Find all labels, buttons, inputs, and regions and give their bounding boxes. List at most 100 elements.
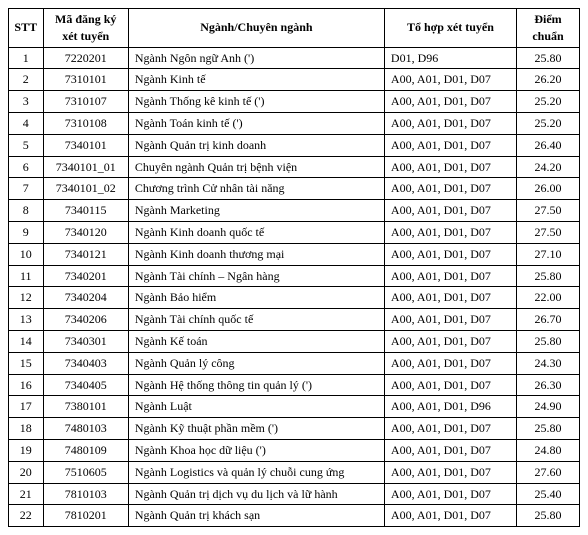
cell-code: 7380101 [43,396,128,418]
cell-score: 27.50 [516,200,579,222]
cell-name: Ngành Marketing [128,200,384,222]
cell-name: Ngành Kế toán [128,330,384,352]
header-score: Điểm chuẩn [516,9,579,48]
cell-score: 26.00 [516,178,579,200]
table-row: 227810201Ngành Quản trị khách sạnA00, A0… [9,505,580,527]
table-row: 137340206Ngành Tài chính quốc tếA00, A01… [9,309,580,331]
cell-score: 22.00 [516,287,579,309]
cell-combo: A00, A01, D01, D07 [384,352,516,374]
cell-stt: 22 [9,505,44,527]
table-row: 177380101Ngành LuậtA00, A01, D01, D9624.… [9,396,580,418]
cell-score: 26.40 [516,134,579,156]
cell-name: Ngành Logistics và quản lý chuỗi cung ứn… [128,461,384,483]
table-row: 47310108Ngành Toán kinh tế (')A00, A01, … [9,112,580,134]
table-row: 197480109Ngành Khoa học dữ liệu (')A00, … [9,439,580,461]
cell-combo: A00, A01, D01, D07 [384,221,516,243]
cell-name: Ngành Thống kê kinh tế (') [128,91,384,113]
cell-name: Ngành Hệ thống thông tin quản lý (') [128,374,384,396]
cell-name: Ngành Ngôn ngữ Anh (') [128,47,384,69]
admissions-table: STT Mã đăng ký xét tuyển Ngành/Chuyên ng… [8,8,580,527]
cell-code: 7310107 [43,91,128,113]
cell-stt: 16 [9,374,44,396]
header-row: STT Mã đăng ký xét tuyển Ngành/Chuyên ng… [9,9,580,48]
table-row: 127340204Ngành Bảo hiểmA00, A01, D01, D0… [9,287,580,309]
table-row: 17220201Ngành Ngôn ngữ Anh (')D01, D9625… [9,47,580,69]
cell-stt: 18 [9,418,44,440]
cell-combo: A00, A01, D01, D07 [384,156,516,178]
cell-combo: A00, A01, D01, D07 [384,91,516,113]
header-stt: STT [9,9,44,48]
table-row: 77340101_02Chương trình Cử nhân tài năng… [9,178,580,200]
cell-stt: 21 [9,483,44,505]
cell-combo: A00, A01, D01, D07 [384,265,516,287]
table-row: 167340405Ngành Hệ thống thông tin quản l… [9,374,580,396]
cell-code: 7340121 [43,243,128,265]
cell-code: 7340403 [43,352,128,374]
cell-score: 27.50 [516,221,579,243]
cell-name: Ngành Quản trị khách sạn [128,505,384,527]
cell-stt: 11 [9,265,44,287]
cell-stt: 5 [9,134,44,156]
cell-code: 7810103 [43,483,128,505]
cell-code: 7480103 [43,418,128,440]
table-body: 17220201Ngành Ngôn ngữ Anh (')D01, D9625… [9,47,580,527]
cell-stt: 17 [9,396,44,418]
cell-code: 7340206 [43,309,128,331]
cell-stt: 13 [9,309,44,331]
cell-combo: A00, A01, D01, D07 [384,69,516,91]
cell-code: 7340101 [43,134,128,156]
table-row: 87340115Ngành MarketingA00, A01, D01, D0… [9,200,580,222]
table-row: 97340120Ngành Kinh doanh quốc tếA00, A01… [9,221,580,243]
table-row: 107340121Ngành Kinh doanh thương mạiA00,… [9,243,580,265]
cell-combo: A00, A01, D01, D96 [384,396,516,418]
cell-combo: A00, A01, D01, D07 [384,178,516,200]
cell-name: Ngành Tài chính quốc tế [128,309,384,331]
cell-score: 27.60 [516,461,579,483]
cell-combo: A00, A01, D01, D07 [384,134,516,156]
cell-stt: 7 [9,178,44,200]
cell-score: 25.80 [516,47,579,69]
cell-combo: A00, A01, D01, D07 [384,418,516,440]
cell-name: Chuyên ngành Quản trị bệnh viện [128,156,384,178]
cell-score: 26.30 [516,374,579,396]
cell-code: 7480109 [43,439,128,461]
cell-stt: 1 [9,47,44,69]
cell-score: 26.20 [516,69,579,91]
cell-score: 25.20 [516,91,579,113]
cell-code: 7340120 [43,221,128,243]
table-row: 187480103Ngành Kỹ thuật phần mềm (')A00,… [9,418,580,440]
cell-score: 25.80 [516,505,579,527]
cell-name: Ngành Quản trị kinh doanh [128,134,384,156]
cell-combo: A00, A01, D01, D07 [384,112,516,134]
cell-code: 7340204 [43,287,128,309]
cell-score: 26.70 [516,309,579,331]
cell-combo: A00, A01, D01, D07 [384,330,516,352]
cell-code: 7340301 [43,330,128,352]
cell-code: 7340115 [43,200,128,222]
cell-combo: A00, A01, D01, D07 [384,439,516,461]
header-combo: Tổ hợp xét tuyển [384,9,516,48]
cell-stt: 9 [9,221,44,243]
cell-code: 7340101_02 [43,178,128,200]
cell-code: 7340405 [43,374,128,396]
cell-name: Ngành Quản lý công [128,352,384,374]
header-name: Ngành/Chuyên ngành [128,9,384,48]
cell-score: 24.30 [516,352,579,374]
cell-combo: A00, A01, D01, D07 [384,483,516,505]
cell-name: Ngành Toán kinh tế (') [128,112,384,134]
cell-stt: 15 [9,352,44,374]
cell-stt: 6 [9,156,44,178]
cell-stt: 12 [9,287,44,309]
cell-name: Chương trình Cử nhân tài năng [128,178,384,200]
cell-stt: 3 [9,91,44,113]
cell-code: 7810201 [43,505,128,527]
table-row: 147340301Ngành Kế toánA00, A01, D01, D07… [9,330,580,352]
cell-combo: A00, A01, D01, D07 [384,461,516,483]
cell-stt: 14 [9,330,44,352]
cell-name: Ngành Quản trị dịch vụ du lịch và lữ hàn… [128,483,384,505]
cell-name: Ngành Bảo hiểm [128,287,384,309]
table-row: 207510605Ngành Logistics và quản lý chuỗ… [9,461,580,483]
cell-name: Ngành Luật [128,396,384,418]
table-row: 157340403Ngành Quản lý côngA00, A01, D01… [9,352,580,374]
cell-stt: 4 [9,112,44,134]
